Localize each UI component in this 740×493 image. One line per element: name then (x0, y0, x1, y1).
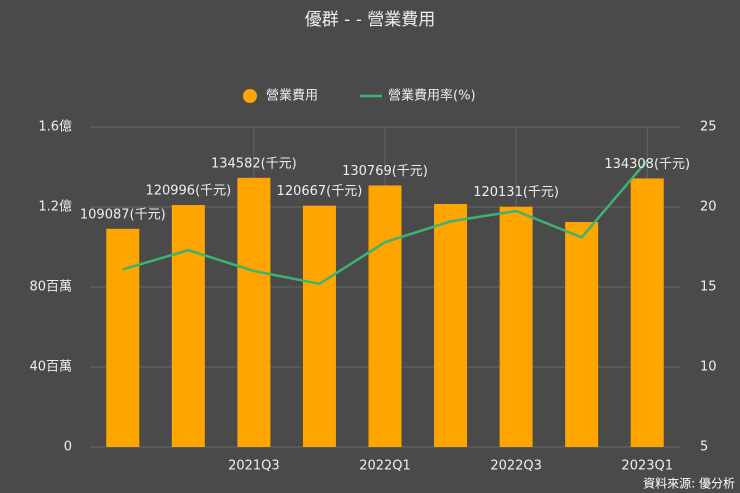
data-label: 134308(千元) (604, 157, 690, 172)
y2-tick-label: 15 (700, 280, 717, 295)
y-tick-label: 80百萬 (29, 280, 72, 295)
data-label: 130769(千元) (342, 164, 428, 179)
bar (434, 204, 468, 447)
y-tick-label: 0 (64, 440, 72, 455)
legend-label: 營業費用率(%) (388, 88, 476, 104)
legend-label: 營業費用 (266, 88, 318, 104)
y-tick-label: 1.2億 (38, 199, 72, 215)
y2-tick-label: 5 (700, 440, 708, 455)
bar (106, 228, 140, 447)
chart-title: 優群 - - 營業費用 (305, 10, 435, 30)
bar (499, 206, 533, 447)
data-label: 120131(千元) (473, 185, 559, 200)
bar (302, 205, 336, 447)
bar (630, 178, 664, 447)
bar (368, 185, 402, 447)
data-label: 109087(千元) (80, 207, 166, 222)
x-tick-label: 2022Q3 (490, 459, 542, 474)
data-label: 120996(千元) (145, 184, 231, 199)
data-label: 120667(千元) (277, 184, 363, 199)
bar (565, 222, 599, 447)
legend-swatch (243, 89, 257, 103)
y2-tick-label: 20 (700, 200, 717, 215)
y-tick-label: 1.6億 (38, 119, 72, 135)
data-label: 134582(千元) (211, 156, 297, 171)
y2-tick-label: 10 (700, 360, 717, 375)
x-tick-label: 2022Q1 (359, 459, 411, 474)
source: 資料來源: 優分析 (643, 477, 735, 491)
x-tick-label: 2023Q1 (621, 459, 673, 474)
bar (237, 177, 271, 447)
bar (171, 205, 205, 447)
y2-tick-label: 25 (700, 120, 717, 135)
line (122, 159, 649, 286)
x-tick-label: 2021Q3 (228, 459, 280, 474)
y-tick-label: 40百萬 (29, 360, 72, 375)
